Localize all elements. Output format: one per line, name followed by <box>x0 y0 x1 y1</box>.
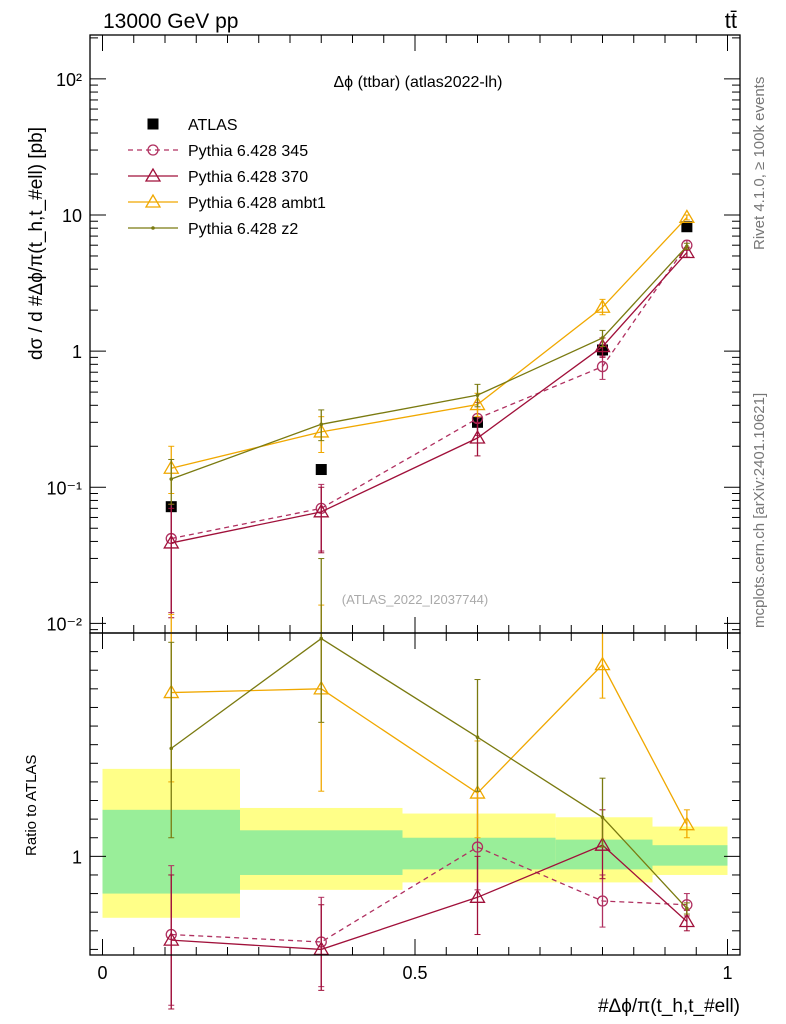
y-tick-label: 10 <box>62 206 82 226</box>
series-line <box>171 216 688 469</box>
data-point <box>319 422 324 427</box>
series-pythia-6-428-ambt1 <box>163 604 696 839</box>
y-tick-label: 1 <box>72 342 82 362</box>
data-point <box>469 784 486 799</box>
legend-entry: Pythia 6.428 ambt1 <box>128 193 326 212</box>
data-point <box>313 503 330 518</box>
data-point <box>594 338 611 353</box>
series-line <box>171 252 688 544</box>
data-point <box>594 836 611 851</box>
legend-marker <box>151 226 155 230</box>
data-point <box>469 396 486 411</box>
legend-entry: Pythia 6.428 z2 <box>128 221 298 238</box>
data-point <box>594 298 611 313</box>
legend-marker <box>147 144 159 156</box>
data-point <box>169 477 174 481</box>
series-pythia-6-428-ambt1 <box>163 209 696 494</box>
y-tick-label: 10² <box>56 70 82 90</box>
data-point <box>678 209 696 224</box>
data-point <box>678 913 696 928</box>
data-point <box>600 815 605 820</box>
watermark: (ATLAS_2022_I2037744) <box>342 592 488 607</box>
data-point <box>594 656 611 671</box>
data-point <box>471 841 484 853</box>
y-tick-label: 10⁻¹ <box>46 478 82 498</box>
data-point <box>596 895 609 907</box>
side-label-site: mcplots.cern.ch [arXiv:2401.10621] <box>751 393 768 628</box>
data-point <box>678 816 696 831</box>
series-line <box>171 245 688 480</box>
series-atlas <box>165 221 693 513</box>
series-pythia-6-428-370 <box>163 244 696 619</box>
y-tick-label: 10⁻² <box>46 614 82 634</box>
uncertainty-band-green <box>402 837 556 870</box>
legend-entry: Pythia 6.428 345 <box>128 143 308 160</box>
legend-marker <box>144 193 162 208</box>
series-line <box>171 244 688 540</box>
data-point <box>469 429 486 444</box>
data-point <box>596 360 609 373</box>
x-tick-label: 1 <box>722 963 732 983</box>
data-point <box>600 336 605 340</box>
main-title: Δϕ (ttbar) (atlas2022-lh) <box>333 74 502 91</box>
legend-entry: ATLAS <box>147 117 238 134</box>
data-point <box>319 636 324 641</box>
legend-label: Pythia 6.428 ambt1 <box>188 195 326 212</box>
main-panel: 10⁻² 10⁻¹ 1 10 10² <box>46 35 740 634</box>
series-pythia-6-428-z2 <box>168 558 690 915</box>
data-point <box>681 221 693 233</box>
legend: ATLAS Pythia 6.428 345 Pythia 6.428 370 Pyt… <box>128 117 326 238</box>
data-point <box>315 464 327 476</box>
uncertainty-band-green <box>240 830 403 875</box>
legend-label: Pythia 6.428 345 <box>188 143 308 160</box>
uncertainty-band-green <box>652 845 728 866</box>
series-pythia-6-428-z2 <box>168 242 690 505</box>
energy-label: 13000 GeV pp <box>103 10 238 33</box>
ratio-frame <box>89 632 741 956</box>
data-point <box>678 244 696 259</box>
data-point <box>469 889 486 903</box>
main-y-axis-label: dσ / d #Δϕ/π(t_h,t_#ell) [pb] <box>26 127 47 360</box>
legend-label: Pythia 6.428 370 <box>188 169 308 186</box>
legend-marker <box>147 118 159 130</box>
legend-label: ATLAS <box>188 117 238 134</box>
ratio-y-axis-label: Ratio to ATLAS <box>23 755 40 856</box>
series-line <box>171 663 688 826</box>
data-point <box>475 393 480 397</box>
x-tick-label: 0.5 <box>402 963 427 983</box>
legend-marker <box>144 167 162 182</box>
data-point <box>169 746 174 751</box>
ratio-panel: 10 0.5 1 <box>72 558 740 1010</box>
x-axis-label: #Δϕ/π(t_h,t_#ell) <box>598 996 740 1017</box>
legend-entry: Pythia 6.428 370 <box>128 167 308 186</box>
legend-label: Pythia 6.428 z2 <box>188 221 298 238</box>
data-point <box>163 534 180 549</box>
y-tick-label: 1 <box>72 847 82 867</box>
data-point <box>475 735 480 740</box>
uncertainty-band-green <box>555 839 653 870</box>
side-label-rivet: Rivet 4.1.0, ≥ 100k events <box>751 77 768 250</box>
process-label: tt̄ <box>725 8 737 33</box>
x-tick-label: 0 <box>97 963 107 983</box>
data-point <box>685 244 689 248</box>
data-point <box>163 931 180 946</box>
data-point <box>685 906 689 911</box>
